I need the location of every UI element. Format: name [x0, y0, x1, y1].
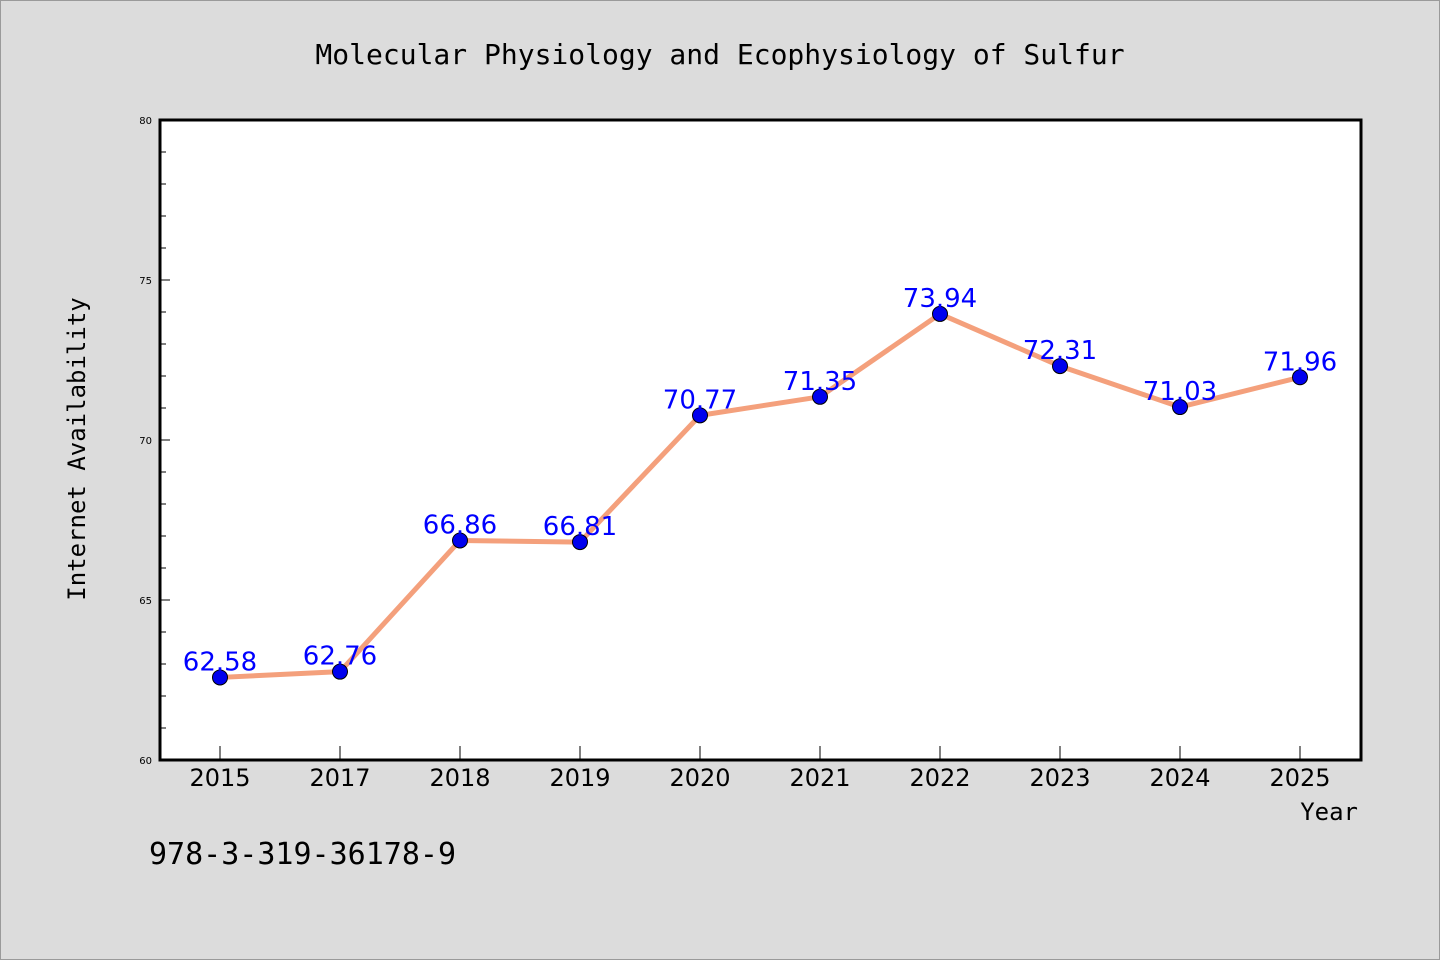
- data-point-marker: [1292, 369, 1308, 386]
- x-axis-label: Year: [1300, 798, 1358, 826]
- y-tick-label: 65: [139, 596, 152, 607]
- data-labels-layer: 62.58 62.76 66.86 66.81 70.77 71.35 73.94 72.31…: [183, 284, 1337, 678]
- y-axis-ticks: 60 65 70 75 80: [139, 116, 170, 767]
- x-axis-ticks: 2015 2017 2018 2019 2020 2021 2022 2023 2024 2025: [189, 746, 1331, 792]
- data-point-marker: [572, 534, 588, 551]
- y-tick-label: 75: [139, 276, 152, 287]
- data-point-marker: [692, 407, 708, 424]
- series-line: [217, 311, 1303, 680]
- data-point-label: 62.76: [303, 642, 377, 672]
- x-tick-label: 2025: [1269, 764, 1330, 792]
- data-point-marker: [932, 305, 948, 322]
- data-point-marker: [1052, 358, 1068, 375]
- data-point-label: 66.86: [423, 510, 497, 540]
- chart-title: Molecular Physiology and Ecophysiology o…: [315, 38, 1124, 71]
- x-tick-label: 2024: [1149, 764, 1210, 792]
- data-point-marker: [452, 532, 468, 549]
- y-axis-label: Internet Availability: [63, 297, 91, 600]
- data-point-label: 62.58: [183, 647, 257, 677]
- x-tick-label: 2021: [789, 764, 850, 792]
- y-tick-label: 80: [139, 116, 152, 127]
- data-point-label: 70.77: [663, 385, 737, 415]
- data-point-marker: [1172, 399, 1188, 416]
- y-tick-label: 70: [139, 436, 152, 447]
- data-point-label: 66.81: [543, 512, 617, 542]
- data-point-label: 71.03: [1143, 377, 1217, 407]
- x-tick-label: 2022: [909, 764, 970, 792]
- x-tick-label: 2023: [1029, 764, 1090, 792]
- x-tick-label: 2017: [309, 764, 370, 792]
- series-layer: [212, 305, 1308, 686]
- data-point-marker: [212, 669, 228, 686]
- y-tick-label: 60: [139, 756, 152, 767]
- data-point-label: 71.35: [783, 367, 857, 397]
- x-tick-label: 2018: [429, 764, 490, 792]
- data-point-marker: [812, 388, 828, 405]
- data-point-marker: [332, 663, 348, 680]
- x-tick-label: 2020: [669, 764, 730, 792]
- x-tick-label: 2019: [549, 764, 610, 792]
- data-point-label: 71.96: [1263, 347, 1337, 377]
- x-tick-label: 2015: [189, 764, 250, 792]
- data-point-label: 73.94: [903, 284, 977, 314]
- data-point-label: 72.31: [1023, 336, 1097, 366]
- isbn-annotation: 978-3-319-36178-9: [149, 837, 456, 872]
